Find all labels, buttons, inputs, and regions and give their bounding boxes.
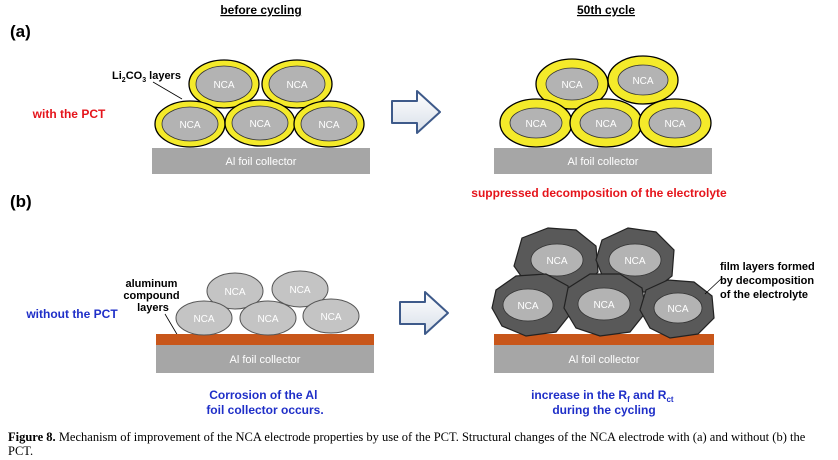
al-compound-layer-b-before <box>156 334 374 345</box>
svg-text:NCA: NCA <box>593 300 614 311</box>
svg-text:NCA: NCA <box>286 80 307 91</box>
header-before-cycling: before cycling <box>220 3 301 17</box>
collector-label-a-after: Al foil collector <box>568 156 639 168</box>
caption-text: Mechanism of improvement of the NCA elec… <box>8 430 806 458</box>
al-foil-collector-a-before <box>152 148 370 174</box>
resistance-increase-label: increase in the Rf and Rct during the cy… <box>531 388 677 417</box>
svg-text:NCA: NCA <box>320 312 341 323</box>
nca-particle-with-film: NCA <box>563 273 647 337</box>
collector-label-b-before: Al foil collector <box>230 354 301 366</box>
nca-particle: NCA <box>188 59 260 109</box>
al-foil-collector-a-after <box>494 148 712 174</box>
al-compound-pointer-line <box>164 313 179 337</box>
nca-particle: NCA <box>261 59 333 109</box>
li2co3-pointer-line <box>152 81 183 100</box>
nca-particle-with-film: NCA <box>639 279 715 339</box>
nca-particle: NCA <box>607 55 679 105</box>
nca-particle-with-film: NCA <box>491 273 573 337</box>
al-foil-collector-b-after <box>494 345 714 373</box>
svg-text:NCA: NCA <box>318 120 339 131</box>
svg-text:NCA: NCA <box>213 80 234 91</box>
nca-particle: NCA <box>239 300 297 336</box>
nca-particle: NCA <box>638 98 712 148</box>
caption-title: Figure 8. <box>8 430 56 444</box>
nca-particle: NCA <box>499 98 573 148</box>
arrow-right-icon <box>391 90 441 134</box>
without-pct-label: without the PCT <box>25 307 118 321</box>
nca-particle: NCA <box>569 98 643 148</box>
al-foil-collector-b-before <box>156 345 374 373</box>
svg-text:NCA: NCA <box>561 80 582 91</box>
nca-particle: NCA <box>206 272 264 310</box>
film-pointer-line <box>704 277 723 295</box>
film-layers-label: film layers formed by decomposition of t… <box>720 261 818 301</box>
svg-text:NCA: NCA <box>179 120 200 131</box>
nca-particle: NCA <box>224 99 296 147</box>
svg-text:NCA: NCA <box>193 314 214 325</box>
panel-b-label: (b) <box>10 192 32 211</box>
nca-particle: NCA <box>302 298 360 334</box>
svg-text:NCA: NCA <box>595 119 616 130</box>
arrow-right-icon <box>399 291 449 335</box>
al-compound-layer-b-after <box>494 334 714 345</box>
panel-a-label: (a) <box>10 22 31 41</box>
corrosion-label: Corrosion of the Al foil collector occur… <box>206 388 323 417</box>
svg-text:NCA: NCA <box>289 285 310 296</box>
svg-text:NCA: NCA <box>224 287 245 298</box>
svg-text:NCA: NCA <box>667 304 688 315</box>
svg-text:NCA: NCA <box>632 76 653 87</box>
svg-text:NCA: NCA <box>664 119 685 130</box>
aluminum-compound-label: aluminum compound layers <box>123 278 182 314</box>
li2co3-layers-label: Li2CO3 layers <box>112 70 181 84</box>
nca-particle: NCA <box>175 300 233 336</box>
svg-text:NCA: NCA <box>546 256 567 267</box>
svg-text:NCA: NCA <box>624 256 645 267</box>
collector-label-a-before: Al foil collector <box>226 156 297 168</box>
svg-text:NCA: NCA <box>257 314 278 325</box>
nca-particle: NCA <box>154 100 226 148</box>
figure-caption: Figure 8. Mechanism of improvement of th… <box>8 430 830 458</box>
svg-text:NCA: NCA <box>525 119 546 130</box>
nca-particle: NCA <box>271 270 329 308</box>
with-pct-label: with the PCT <box>32 107 106 121</box>
collector-label-b-after: Al foil collector <box>569 354 640 366</box>
header-50th-cycle: 50th cycle <box>577 3 635 17</box>
suppressed-decomposition-label: suppressed decomposition of the electrol… <box>471 186 727 200</box>
svg-text:NCA: NCA <box>517 301 538 312</box>
svg-text:NCA: NCA <box>249 119 270 130</box>
nca-particle: NCA <box>293 100 365 148</box>
